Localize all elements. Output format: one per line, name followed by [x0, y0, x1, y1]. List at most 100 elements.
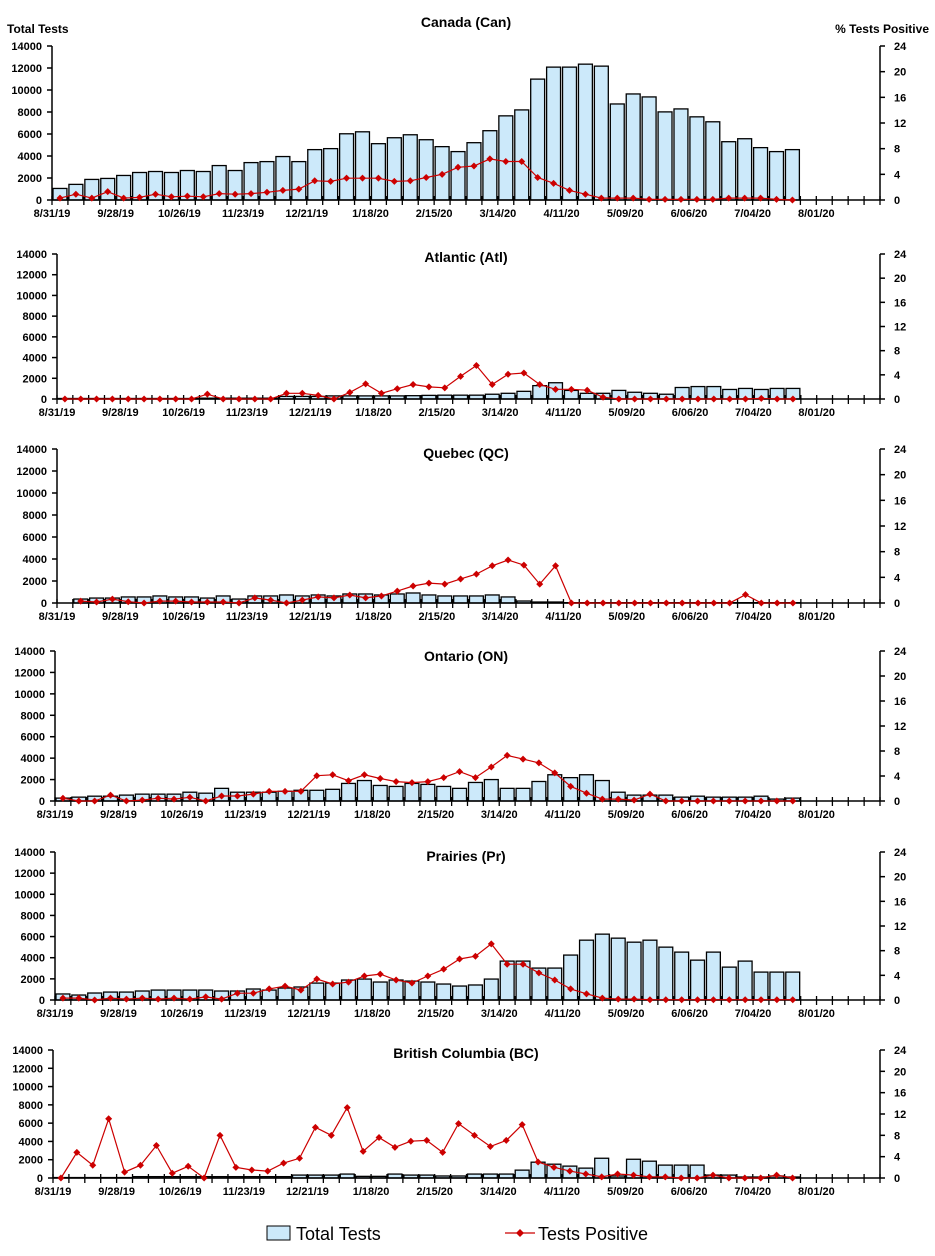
bar-total-tests: [705, 951, 721, 1001]
bar-total-tests: [453, 595, 469, 604]
point-tests-positive: [487, 940, 495, 948]
bar-total-tests: [609, 103, 625, 201]
point-tests-positive: [709, 195, 717, 203]
point-tests-positive: [599, 599, 607, 607]
point-tests-positive: [314, 593, 322, 601]
point-tests-positive: [73, 1148, 81, 1156]
x-tick-label: 7/04/20: [734, 1186, 771, 1198]
point-tests-positive: [200, 1174, 208, 1182]
point-tests-positive: [471, 952, 479, 960]
point-tests-positive: [567, 985, 575, 993]
line-tests-positive: [80, 559, 793, 604]
x-tick-label: 11/23/19: [224, 809, 266, 821]
point-tests-positive: [518, 1121, 526, 1129]
left-tick-label: 0: [36, 195, 42, 207]
point-tests-positive: [424, 972, 432, 980]
point-tests-positive: [311, 1123, 319, 1131]
point-tests-positive: [598, 795, 606, 803]
point-tests-positive: [455, 1120, 463, 1128]
point-tests-positive: [91, 797, 99, 805]
bar-total-tests: [500, 596, 516, 604]
left-tick-label: 4000: [19, 1136, 43, 1148]
right-tick-label: 4: [894, 1152, 901, 1164]
point-tests-positive: [104, 188, 112, 196]
point-tests-positive: [710, 395, 718, 403]
right-tick-label: 0: [894, 796, 900, 808]
point-tests-positive: [504, 556, 512, 564]
point-tests-positive: [170, 994, 178, 1002]
point-tests-positive: [582, 789, 590, 797]
bar-total-tests: [785, 971, 801, 1001]
left-tick-label: 10000: [16, 290, 47, 302]
point-tests-positive: [88, 194, 96, 202]
bar-total-tests: [610, 937, 626, 1001]
point-tests-positive: [567, 782, 575, 790]
right-tick-label: 20: [894, 470, 906, 482]
bar-total-tests: [752, 146, 769, 201]
left-tick-label: 6000: [21, 732, 45, 744]
x-tick-label: 3/14/20: [482, 407, 519, 419]
left-tick-label: 4000: [23, 353, 47, 365]
bar-total-tests: [625, 93, 641, 201]
bar-total-tests: [356, 779, 372, 802]
point-tests-positive: [343, 1104, 351, 1112]
point-tests-positive: [203, 390, 211, 398]
x-tick-label: 1/18/20: [355, 611, 392, 623]
left-tick-label: 8000: [21, 710, 45, 722]
point-tests-positive: [773, 797, 781, 805]
point-tests-positive: [215, 190, 223, 198]
bar-total-tests: [468, 595, 484, 604]
bar-total-tests: [307, 148, 323, 201]
bar-total-tests: [389, 593, 405, 604]
bar-total-tests: [451, 985, 468, 1001]
x-tick-label: 12/21/19: [289, 407, 332, 419]
x-tick-label: 9/28/19: [98, 1186, 135, 1198]
left-tick-label: 6000: [23, 332, 47, 344]
point-tests-positive: [647, 599, 655, 607]
point-tests-positive: [693, 195, 701, 203]
point-tests-positive: [138, 796, 146, 804]
point-tests-positive: [59, 994, 67, 1002]
bar-total-tests: [451, 787, 468, 802]
panel-title: British Columbia (BC): [393, 1045, 538, 1061]
x-tick-label: 5/09/20: [608, 407, 645, 419]
point-tests-positive: [757, 394, 765, 402]
x-tick-label: 11/23/19: [226, 407, 268, 419]
point-tests-positive: [552, 562, 560, 570]
left-tick-label: 14000: [12, 1045, 43, 1057]
point-tests-positive: [121, 1168, 129, 1176]
panel-title: Canada (Can): [421, 14, 511, 30]
point-tests-positive: [408, 779, 416, 787]
point-tests-positive: [329, 771, 337, 779]
point-tests-positive: [757, 1174, 765, 1182]
point-tests-positive: [232, 1163, 240, 1171]
point-tests-positive: [235, 395, 243, 403]
point-tests-positive: [535, 969, 543, 977]
point-tests-positive: [519, 960, 527, 968]
x-tick-label: 10/26/19: [161, 809, 204, 821]
bar-total-tests: [498, 115, 514, 201]
point-tests-positive: [629, 194, 637, 202]
bar-total-tests: [641, 96, 657, 201]
point-tests-positive: [330, 594, 338, 602]
bar-total-tests: [531, 780, 547, 802]
x-tick-label: 8/01/20: [798, 611, 835, 623]
left-tick-label: 6000: [18, 129, 42, 141]
left-tick-label: 4000: [23, 554, 47, 566]
point-tests-positive: [615, 395, 623, 403]
bar-total-tests: [467, 781, 484, 802]
point-tests-positive: [614, 1170, 622, 1178]
point-tests-positive: [582, 1170, 590, 1178]
point-tests-positive: [122, 995, 130, 1003]
point-tests-positive: [757, 599, 765, 607]
right-tick-label: 4: [894, 970, 901, 982]
point-tests-positive: [789, 1174, 797, 1182]
point-tests-positive: [678, 797, 686, 805]
x-tick-label: 3/14/20: [481, 809, 518, 821]
point-tests-positive: [486, 155, 494, 163]
point-tests-positive: [630, 796, 638, 804]
point-tests-positive: [454, 163, 462, 171]
right-tick-label: 16: [894, 696, 906, 708]
legend: Total Tests Tests Positive: [266, 1224, 648, 1244]
right-tick-label: 12: [894, 1109, 906, 1121]
